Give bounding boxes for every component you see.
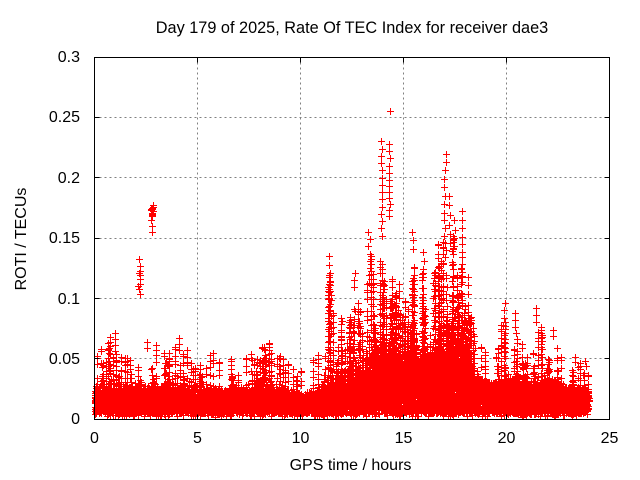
svg-text:10: 10 [292, 430, 310, 447]
svg-text:0.3: 0.3 [58, 49, 80, 66]
svg-text:0.25: 0.25 [49, 109, 80, 126]
svg-text:0: 0 [71, 411, 80, 428]
svg-text:0.05: 0.05 [49, 351, 80, 368]
svg-text:20: 20 [498, 430, 516, 447]
svg-text:25: 25 [601, 430, 619, 447]
svg-text:0.15: 0.15 [49, 230, 80, 247]
svg-text:5: 5 [193, 430, 202, 447]
svg-text:ROTI / TECUs: ROTI / TECUs [13, 188, 30, 291]
svg-text:0.1: 0.1 [58, 291, 80, 308]
svg-text:Day 179 of 2025, Rate Of TEC I: Day 179 of 2025, Rate Of TEC Index for r… [156, 19, 548, 37]
svg-text:0.2: 0.2 [58, 170, 80, 187]
svg-text:15: 15 [395, 430, 413, 447]
svg-text:0: 0 [90, 430, 99, 447]
svg-text:GPS time / hours: GPS time / hours [290, 457, 412, 474]
